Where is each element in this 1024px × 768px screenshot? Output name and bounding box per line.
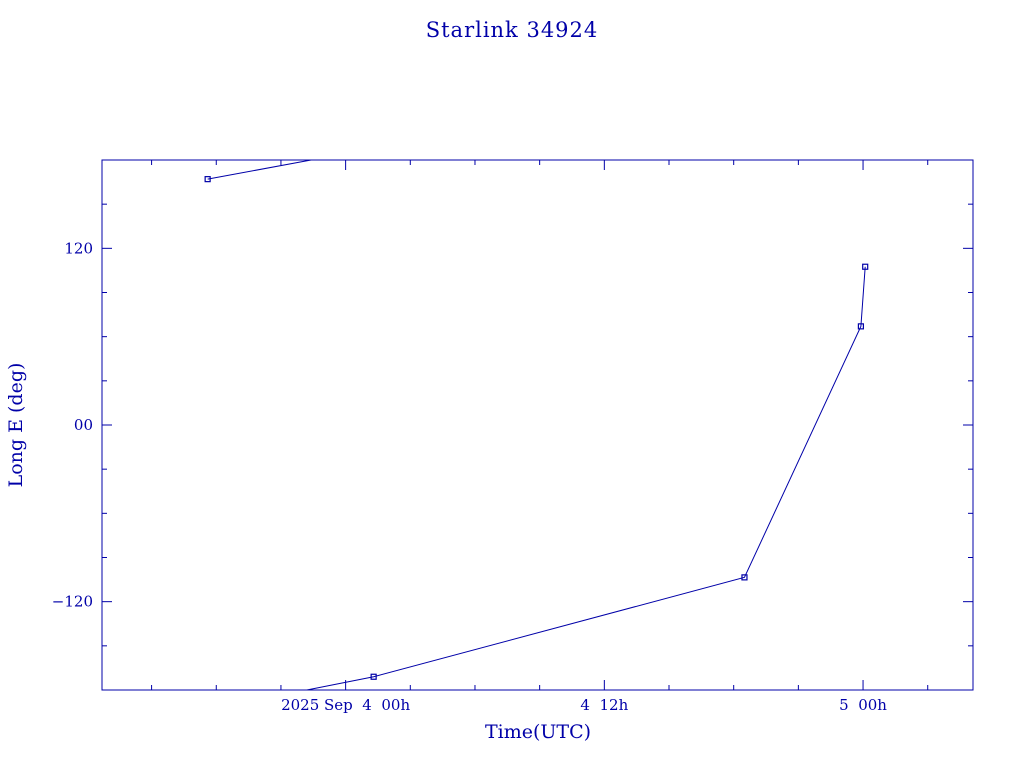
y-axis-label: Long E (deg) [5,363,27,488]
plot-area [204,159,869,691]
series-line [207,159,312,180]
chart-title: Starlink 34924 [426,18,599,42]
data-point-marker [370,673,377,680]
plot-frame [101,159,974,691]
data-point-marker [857,323,864,330]
data-point-marker [862,263,869,270]
y-tick-label: −120 [52,593,93,611]
x-axis-label: Time(UTC) [485,721,591,743]
data-point-marker [741,574,748,581]
x-tick-label: 5 00h [839,696,887,714]
x-tick-label: 4 12h [580,696,628,714]
series-line [306,266,866,691]
tick-labels: 2025 Sep 4 00h 4 12h 5 00h 120 00 −120 [52,239,888,714]
x-tick-label: 2025 Sep 4 00h [281,696,410,714]
data-point-marker [204,176,211,183]
axis-ticks [102,160,973,690]
y-tick-label: 00 [74,416,93,434]
y-tick-label: 120 [64,239,93,257]
